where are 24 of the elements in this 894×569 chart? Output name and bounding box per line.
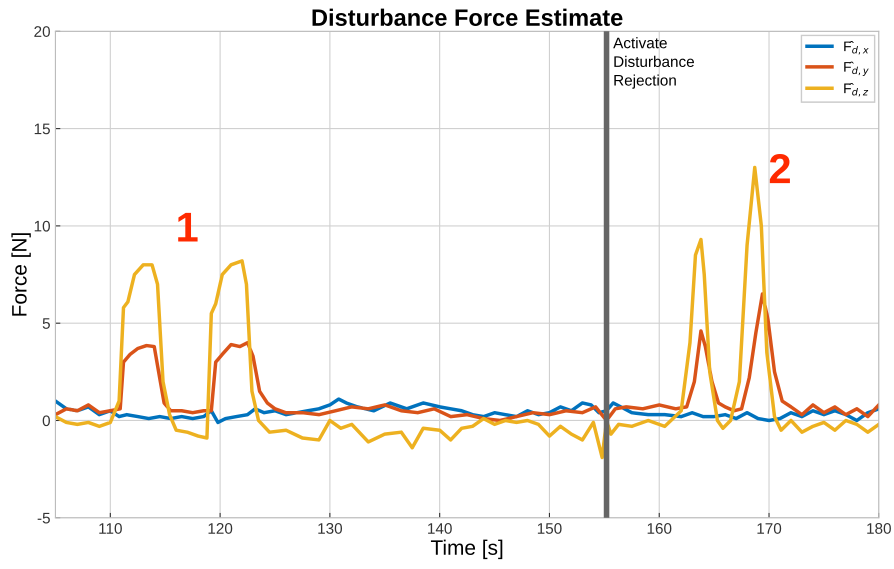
x-tick-label: 110 xyxy=(99,523,122,534)
y-tick-label: 10 xyxy=(34,220,50,232)
legend-label: F̂$_{d,x}$ xyxy=(844,41,869,55)
x-tick-label: 150 xyxy=(538,523,562,534)
chart-title: Disturbance Force Estimate xyxy=(312,8,622,26)
x-tick-label: 130 xyxy=(318,523,342,534)
y-tick-label: 20 xyxy=(34,26,50,37)
x-axis-title: Time [s] xyxy=(430,540,502,560)
line-series xyxy=(55,292,879,422)
x-tick-label: 160 xyxy=(648,523,672,534)
legend-label: F̂$_{d,y}$ xyxy=(844,62,869,76)
legend-label: F̂$_{d,z}$ xyxy=(844,82,868,96)
annotation: 2 xyxy=(770,154,790,184)
x-tick-label: 170 xyxy=(757,523,782,534)
y-tick-label: 0 xyxy=(42,415,50,426)
y-axis-title: Force [N] xyxy=(11,233,31,316)
x-tick-label: 180 xyxy=(867,523,891,534)
annotation: 1 xyxy=(178,212,198,242)
y-tick-label: -5 xyxy=(38,512,50,524)
x-tick-label: 140 xyxy=(428,523,452,534)
y-tick-label: 5 xyxy=(42,318,50,329)
y-tick-label: 15 xyxy=(34,124,50,134)
ref-line-label: Activate Disturbance Rejection xyxy=(613,37,694,89)
x-tick-label: 120 xyxy=(208,523,232,534)
